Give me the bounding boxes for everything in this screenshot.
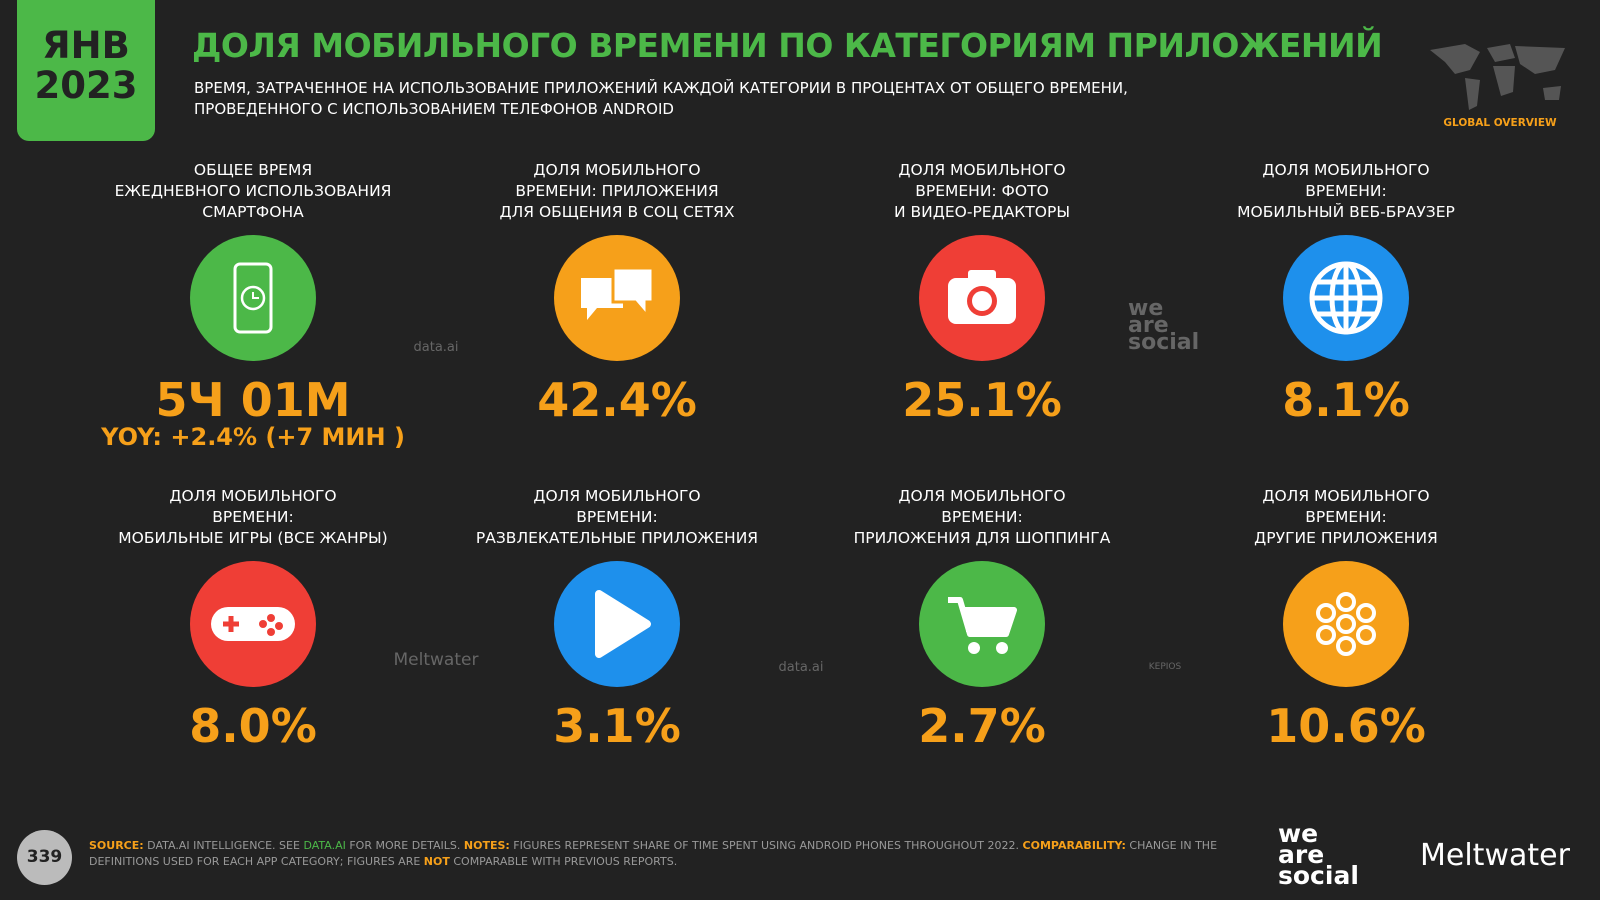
section-label: GLOBAL OVERVIEW	[1443, 117, 1557, 129]
stat-value: 10.6%	[1266, 699, 1426, 753]
badge-month: ЯНВ	[42, 24, 130, 67]
source-part: FOR MORE DETAILS.	[345, 839, 464, 852]
source-part: COMPARABLE WITH PREVIOUS REPORTS.	[449, 855, 678, 868]
label-line: ВРЕМЕНИ: ФОТО	[915, 182, 1049, 200]
stat-tile: ДОЛЯ МОБИЛЬНОГО ВРЕМЕНИ: ПРИЛОЖЕНИЯ ДЛЯ ОБ…	[447, 160, 787, 427]
badge-year: 2023	[34, 64, 138, 107]
label-line: ВРЕМЕНИ: ПРИЛОЖЕНИЯ	[515, 182, 719, 200]
source-part: DATA.AI	[303, 839, 346, 852]
stat-tile: ДОЛЯ МОБИЛЬНОГО ВРЕМЕНИ: ФОТО И ВИДЕО-РЕДА…	[812, 160, 1152, 427]
category-icon	[554, 235, 680, 361]
label-line: ВРЕМЕНИ:	[1305, 182, 1387, 200]
label-line: ДЛЯ ОБЩЕНИЯ В СОЦ СЕТЯХ	[499, 203, 735, 221]
page-number: 339	[17, 830, 72, 885]
tile-label: ДОЛЯ МОБИЛЬНОГО ВРЕМЕНИ: ПРИЛОЖЕНИЯ ДЛЯ ШО…	[812, 486, 1152, 549]
stat-value: 8.0%	[189, 699, 317, 753]
partner-logo: Meltwater	[393, 650, 479, 670]
source-part: SOURCE:	[89, 839, 144, 852]
label-line: МОБИЛЬНЫЕ ИГРЫ (ВСЕ ЖАНРЫ)	[118, 529, 388, 547]
category-icon	[1283, 561, 1409, 687]
subtitle-line: ПРОВЕДЕННОГО С ИСПОЛЬЗОВАНИЕМ ТЕЛЕФОНОВ …	[194, 100, 674, 118]
footnote: SOURCE: DATA.AI INTELLIGENCE. SEE DATA.A…	[89, 838, 1219, 870]
stat-tile: ДОЛЯ МОБИЛЬНОГО ВРЕМЕНИ: ДРУГИЕ ПРИЛОЖЕНИЯ…	[1176, 486, 1516, 753]
source-part: CHANGE IN THE DEFINITIONS USED FOR EACH …	[89, 839, 1218, 868]
label-line: МОБИЛЬНЫЙ ВЕБ-БРАУЗЕР	[1237, 203, 1455, 221]
source-part: NOT	[423, 855, 450, 868]
category-icon	[190, 561, 316, 687]
partner-logo: we are social	[1128, 296, 1200, 355]
label-line: ВРЕМЕНИ:	[576, 508, 658, 526]
subtitle-line: ВРЕМЯ, ЗАТРАЧЕННОЕ НА ИСПОЛЬЗОВАНИЕ ПРИЛ…	[194, 79, 1128, 97]
label-line: ВРЕМЕНИ:	[1305, 508, 1387, 526]
world-map	[1430, 44, 1565, 110]
stat-tile: ДОЛЯ МОБИЛЬНОГО ВРЕМЕНИ: ПРИЛОЖЕНИЯ ДЛЯ ШО…	[812, 486, 1152, 753]
stat-value: 8.1%	[1282, 373, 1410, 427]
stat-tile: ОБЩЕЕ ВРЕМЯ ЕЖЕДНЕВНОГО ИСПОЛЬЗОВАНИЯ СМАР…	[83, 160, 423, 451]
stat-value: 2.7%	[918, 699, 1046, 753]
label-line: РАЗВЛЕКАТЕЛЬНЫЕ ПРИЛОЖЕНИЯ	[475, 529, 759, 547]
partner-logo: KEPIOS	[1148, 662, 1182, 672]
stat-value: 25.1%	[902, 373, 1062, 427]
label-line: ДОЛЯ МОБИЛЬНОГО	[898, 487, 1066, 505]
subtitle: ВРЕМЯ, ЗАТРАЧЕННОЕ НА ИСПОЛЬЗОВАНИЕ ПРИЛ…	[194, 78, 1128, 120]
category-icon	[919, 235, 1045, 361]
stat-tile: ДОЛЯ МОБИЛЬНОГО ВРЕМЕНИ: МОБИЛЬНЫЕ ИГРЫ (В…	[83, 486, 423, 753]
tile-label: ДОЛЯ МОБИЛЬНОГО ВРЕМЕНИ: ДРУГИЕ ПРИЛОЖЕНИЯ	[1176, 486, 1516, 549]
label-line: СМАРТФОНА	[202, 203, 304, 221]
brand: Meltwater	[1420, 838, 1570, 873]
label-line: ДРУГИЕ ПРИЛОЖЕНИЯ	[1254, 529, 1438, 547]
label-line: ВРЕМЕНИ:	[212, 508, 294, 526]
stat-value: 42.4%	[537, 373, 697, 427]
source-part: NOTES:	[463, 839, 510, 852]
label-line: ДОЛЯ МОБИЛЬНОГО	[898, 161, 1066, 179]
category-icon	[190, 235, 316, 361]
label-line: ПРИЛОЖЕНИЯ ДЛЯ ШОППИНГА	[853, 529, 1111, 547]
label-line: ВРЕМЕНИ:	[941, 508, 1023, 526]
source-part: DATA.AI INTELLIGENCE. SEE	[143, 839, 304, 852]
category-icon	[554, 561, 680, 687]
date-badge: ЯНВ 2023	[17, 0, 155, 141]
partner-logo: data.ai	[778, 660, 824, 675]
stat-tile: ДОЛЯ МОБИЛЬНОГО ВРЕМЕНИ: МОБИЛЬНЫЙ ВЕБ-БРА…	[1176, 160, 1516, 427]
label-line: ДОЛЯ МОБИЛЬНОГО	[1262, 487, 1430, 505]
label-line: И ВИДЕО-РЕДАКТОРЫ	[894, 203, 1070, 221]
tile-label: ДОЛЯ МОБИЛЬНОГО ВРЕМЕНИ: ФОТО И ВИДЕО-РЕДА…	[812, 160, 1152, 223]
tile-label: ОБЩЕЕ ВРЕМЯ ЕЖЕДНЕВНОГО ИСПОЛЬЗОВАНИЯ СМАР…	[83, 160, 423, 223]
map-shape	[1430, 44, 1565, 110]
brand: we are social	[1278, 819, 1359, 890]
partner-logo: data.ai	[413, 340, 459, 355]
tile-label: ДОЛЯ МОБИЛЬНОГО ВРЕМЕНИ: МОБИЛЬНЫЕ ИГРЫ (В…	[83, 486, 423, 549]
category-icon	[919, 561, 1045, 687]
source-part: COMPARABILITY:	[1022, 839, 1126, 852]
label-line: ДОЛЯ МОБИЛЬНОГО	[169, 487, 337, 505]
title: ДОЛЯ МОБИЛЬНОГО ВРЕМЕНИ ПО КАТЕГОРИЯМ ПР…	[192, 26, 1383, 65]
label-line: ОБЩЕЕ ВРЕМЯ	[193, 161, 313, 179]
stat-note: YOY: +2.4% (+7 МИН )	[101, 423, 405, 451]
tile-label: ДОЛЯ МОБИЛЬНОГО ВРЕМЕНИ: РАЗВЛЕКАТЕЛЬНЫЕ П…	[447, 486, 787, 549]
tile-label: ДОЛЯ МОБИЛЬНОГО ВРЕМЕНИ: ПРИЛОЖЕНИЯ ДЛЯ ОБ…	[447, 160, 787, 223]
stat-tile: ДОЛЯ МОБИЛЬНОГО ВРЕМЕНИ: РАЗВЛЕКАТЕЛЬНЫЕ П…	[447, 486, 787, 753]
category-icon	[1283, 235, 1409, 361]
label-line: ДОЛЯ МОБИЛЬНОГО	[533, 161, 701, 179]
stat-value: 5Ч 01М	[155, 373, 351, 427]
source-part: FIGURES REPRESENT SHARE OF TIME SPENT US…	[509, 839, 1023, 852]
label-line: ДОЛЯ МОБИЛЬНОГО	[1262, 161, 1430, 179]
label-line: ЕЖЕДНЕВНОГО ИСПОЛЬЗОВАНИЯ	[114, 182, 392, 200]
tile-label: ДОЛЯ МОБИЛЬНОГО ВРЕМЕНИ: МОБИЛЬНЫЙ ВЕБ-БРА…	[1176, 160, 1516, 223]
label-line: ДОЛЯ МОБИЛЬНОГО	[533, 487, 701, 505]
stat-value: 3.1%	[553, 699, 681, 753]
